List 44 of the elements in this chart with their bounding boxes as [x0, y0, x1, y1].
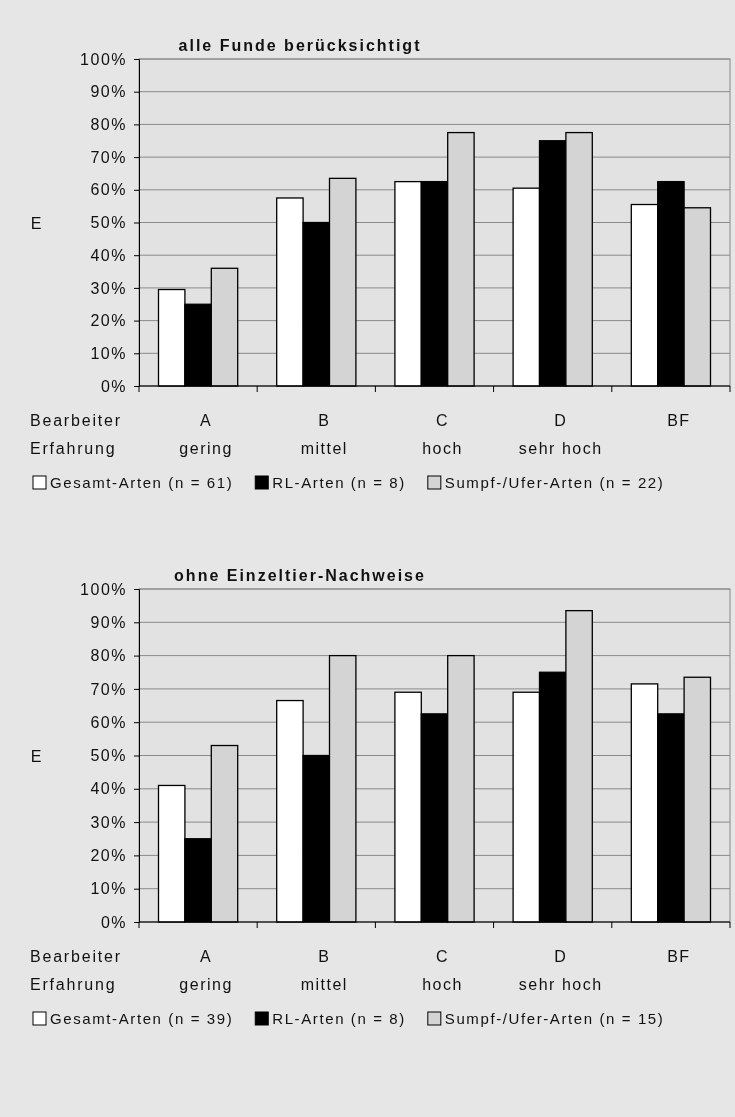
x-tick-label: C hoch — [422, 412, 463, 457]
x-tick-label: BF — [667, 412, 691, 429]
y-tick-label: 30% — [90, 279, 127, 297]
y-tick-label: 20% — [90, 312, 127, 330]
y-tick-label: 30% — [90, 813, 127, 831]
y-axis-title: E — [30, 747, 42, 765]
chart-title: ohne Einzeltier-Nachweise — [174, 567, 426, 584]
y-tick-label: 0% — [100, 913, 127, 931]
x-tick-label: A gering — [179, 948, 233, 993]
x-tick-label: A gering — [179, 412, 233, 457]
y-tick-label: 0% — [100, 377, 127, 395]
y-tick-label: 80% — [90, 116, 127, 134]
y-tick-label: 80% — [90, 647, 127, 665]
legend-label: Gesamt-Arten (n = 39) — [50, 1010, 234, 1027]
x-tick-label: D sehr hoch — [518, 948, 603, 993]
y-tick-label: 70% — [90, 680, 127, 698]
x-tick-label: B mittel — [300, 948, 348, 993]
legend-label: Gesamt-Arten (n = 61) — [50, 474, 234, 491]
y-tick-label: 60% — [90, 713, 127, 731]
y-tick-label: 50% — [90, 747, 127, 765]
legend-label: Sumpf-/Ufer-Arten (n = 15) — [444, 1010, 665, 1027]
x-axis-title: Bearbeiter Erfahrung — [30, 948, 122, 993]
y-tick-label: 50% — [90, 214, 127, 232]
x-tick-label: C hoch — [422, 948, 463, 993]
legend-label: RL-Arten (n = 8) — [272, 1010, 406, 1027]
x-tick-label: BF — [667, 948, 691, 965]
x-tick-label: B mittel — [300, 412, 348, 457]
y-tick-label: 90% — [90, 613, 127, 631]
y-tick-label: 70% — [90, 148, 127, 166]
y-tick-label: 10% — [90, 880, 127, 898]
y-tick-label: 40% — [90, 780, 127, 798]
legend-label: Sumpf-/Ufer-Arten (n = 22) — [444, 474, 665, 491]
x-axis-title: Bearbeiter Erfahrung — [30, 412, 122, 457]
y-tick-label: 60% — [90, 181, 127, 199]
y-tick-label: 10% — [90, 344, 127, 362]
y-tick-label: 90% — [90, 83, 127, 101]
y-axis-title: E — [30, 214, 42, 232]
x-tick-label: D sehr hoch — [518, 412, 603, 457]
y-tick-label: 20% — [90, 847, 127, 865]
y-tick-label: 40% — [90, 246, 127, 264]
y-tick-label: 100% — [80, 50, 127, 68]
legend-label: RL-Arten (n = 8) — [272, 474, 406, 491]
chart-title: alle Funde berücksichtigt — [178, 37, 422, 54]
y-tick-label: 100% — [80, 580, 127, 598]
